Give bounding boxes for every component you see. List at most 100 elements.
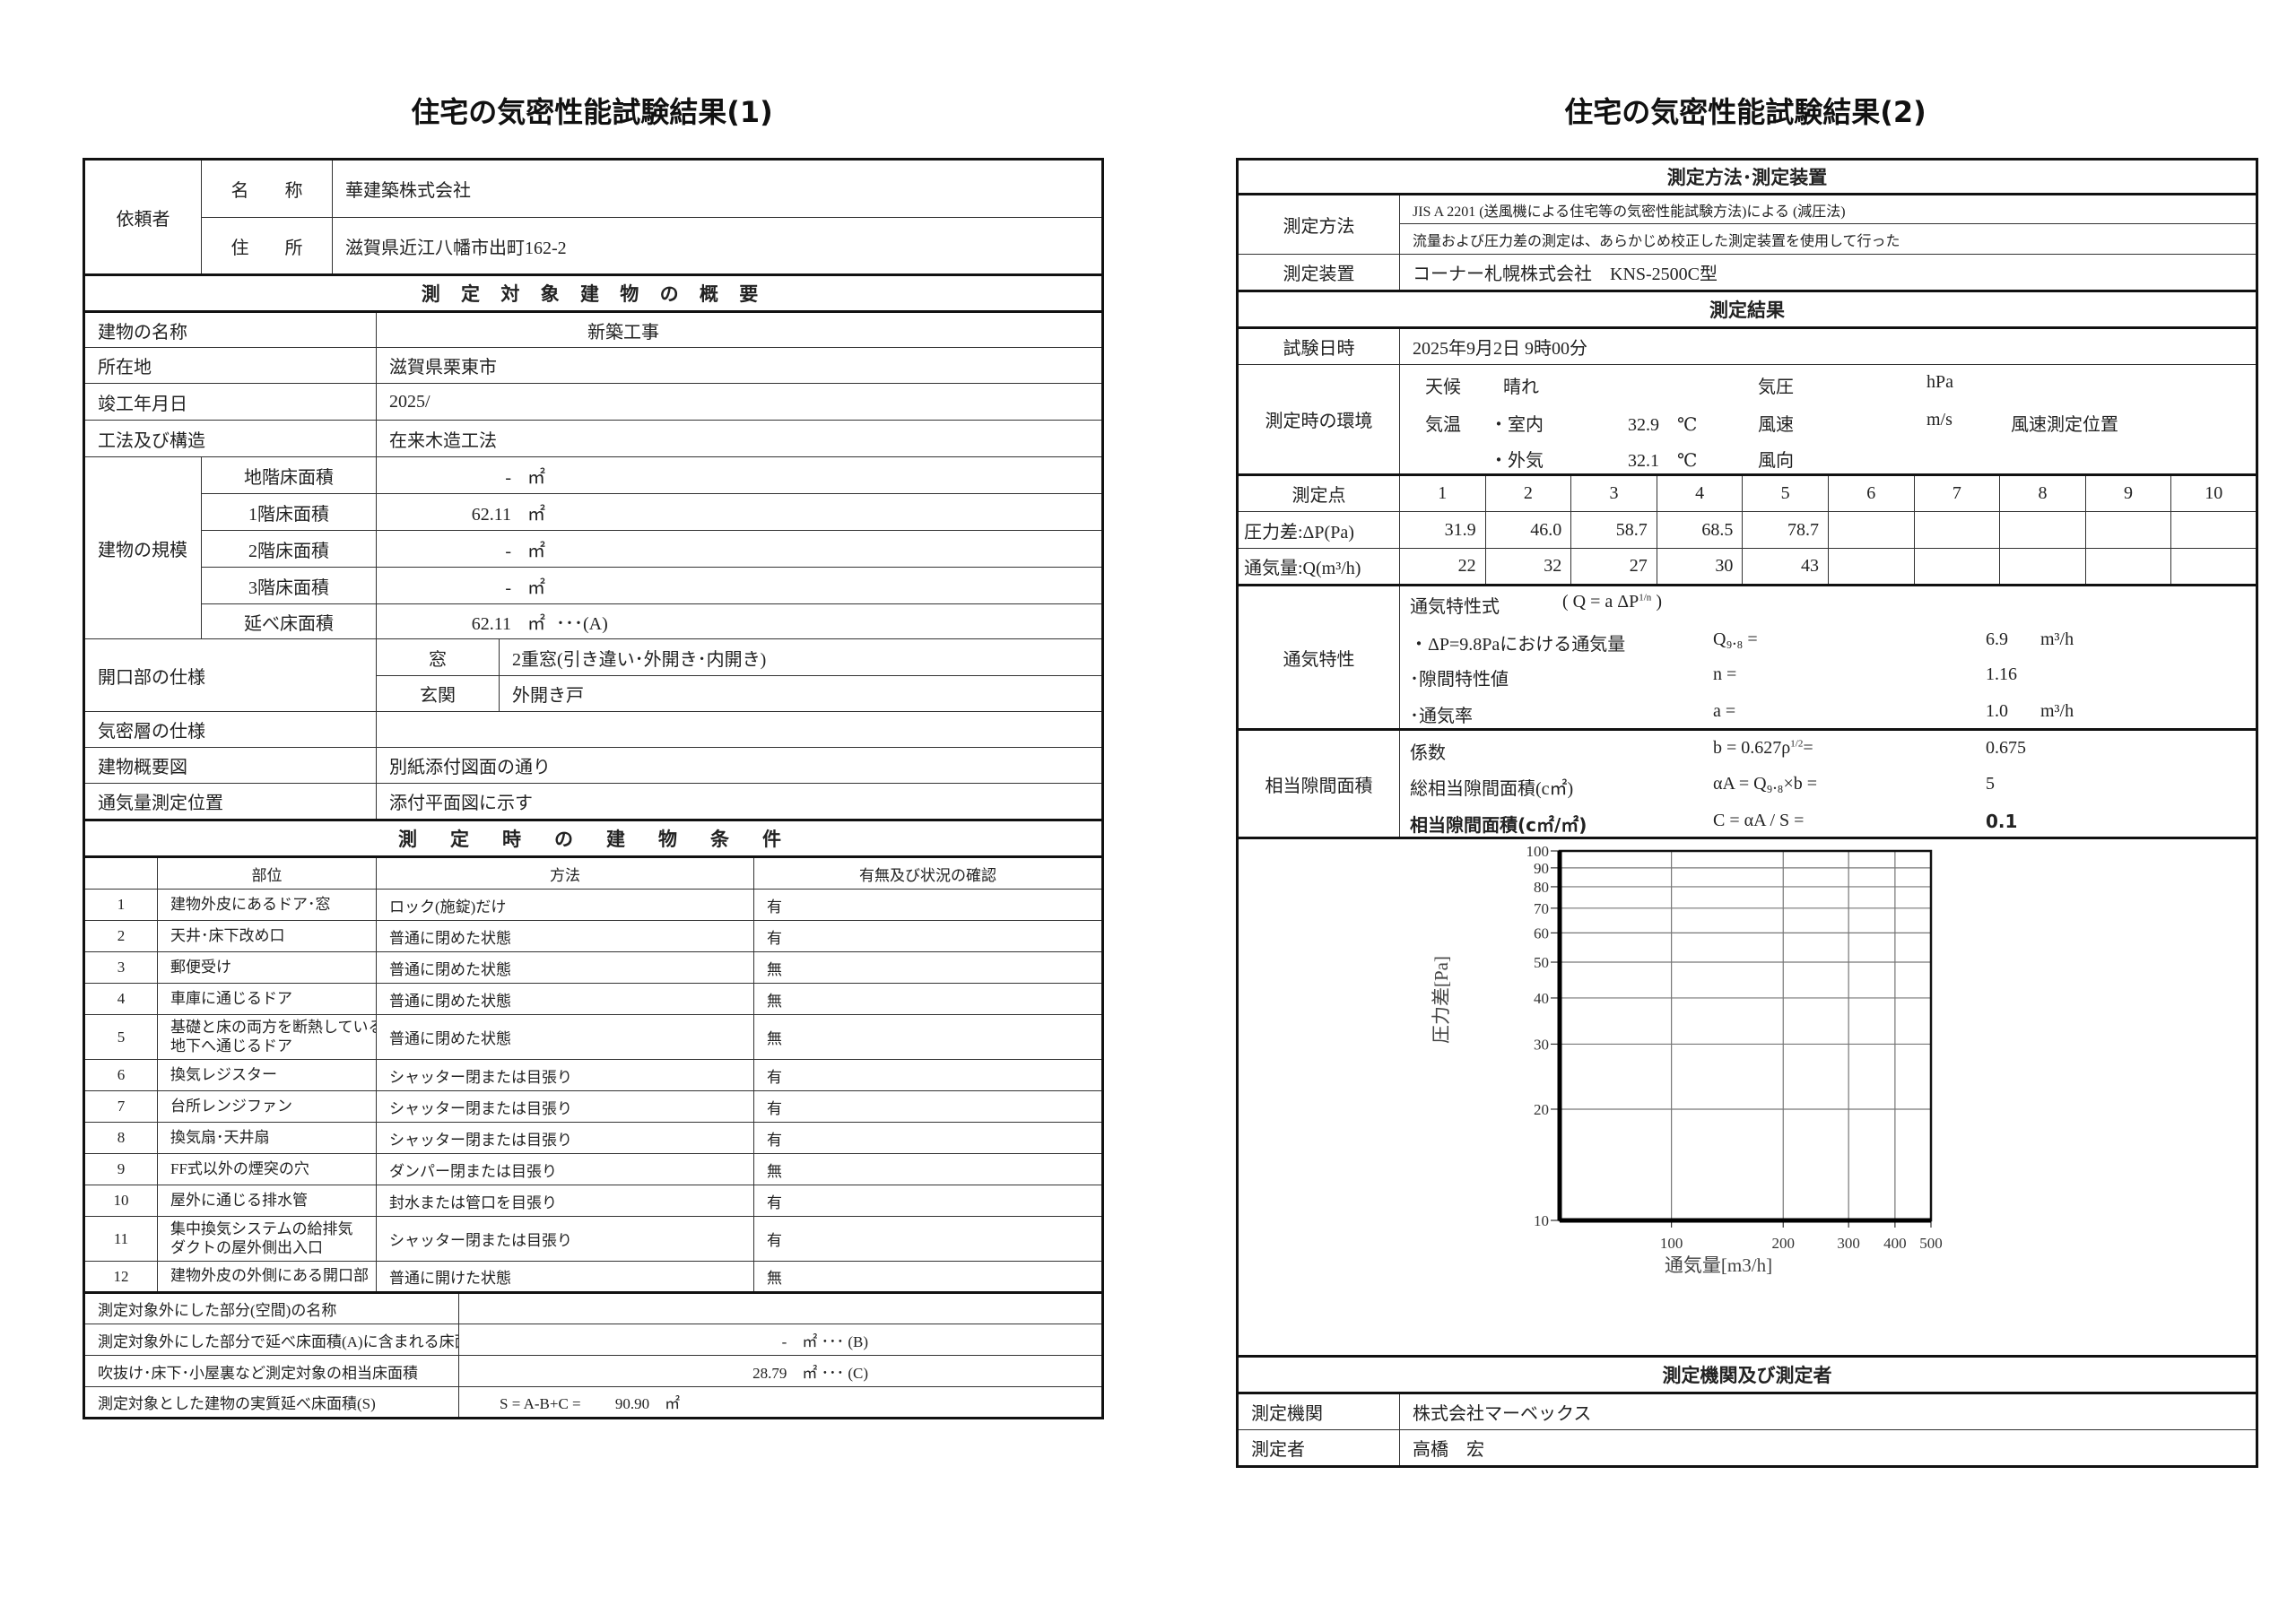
summary-label: 測定対象外にした部分(空間)の名称 <box>83 1291 459 1324</box>
q98-unit: m³/h <box>2040 629 2074 649</box>
overview-label: 工法及び構造 <box>83 420 377 457</box>
y-tick-label: 60 <box>1534 924 1549 942</box>
flow-value <box>2084 548 2172 586</box>
overview-value <box>376 711 1103 748</box>
condition-no: 2 <box>83 920 158 952</box>
y-tick-label: 50 <box>1534 954 1549 971</box>
indoor-temp: 32.9 ℃ <box>1628 415 1698 435</box>
gap-label: 相当隙間面積 <box>1237 728 1400 838</box>
condition-method: シャッター閉または目張り <box>376 1216 754 1262</box>
condition-no: 10 <box>83 1185 158 1217</box>
condition-part: 集中換気システムの給排気 ダクトの屋外側出入口 <box>157 1216 377 1262</box>
scale-item-label: 地階床面積 <box>201 456 377 494</box>
q98-value: 6.9 <box>1986 629 2008 649</box>
n-label: ･隙間特性値 <box>1410 670 1509 690</box>
condition-part-line: 換気レジスター <box>170 1065 277 1083</box>
overview-value: 滋賀県栗東市 <box>376 347 1103 384</box>
method-line: 流量および圧力差の測定は、あらかじめ校正した測定装置を使用して行った <box>1398 223 2258 255</box>
pressure-value <box>1999 511 2086 549</box>
pressure-value <box>2170 511 2258 549</box>
scale-item-label: 3階床面積 <box>201 567 377 604</box>
wind-speed-label: 風速 <box>1758 415 1794 435</box>
area-note: ･･･(A) <box>556 613 608 634</box>
point-number: 2 <box>1484 473 1572 512</box>
flow-value <box>1913 548 2001 586</box>
x-tick-label: 300 <box>1837 1235 1860 1252</box>
condition-part-line: 天井･床下改め口 <box>170 926 285 944</box>
point-number: 9 <box>2084 473 2172 512</box>
pressure-value: 68.5 <box>1656 511 1744 549</box>
condition-row: 12 建物外皮の外側にある開口部 普通に開けた状態無 <box>83 1261 1103 1293</box>
org-value: 株式会社マーベックス <box>1398 1393 2258 1430</box>
opening-value: 2重窓(引き違い･外開き･内開き) <box>499 638 1103 676</box>
overview-value: 新築工事 <box>376 311 1103 348</box>
x-axis-label: 通気量[m3/h] <box>1665 1254 1772 1276</box>
area-unit: ㎡ <box>527 577 545 598</box>
summary-value <box>458 1291 1103 1324</box>
coef-exponent: 1/2 <box>1790 738 1804 750</box>
scale-item-value: - ㎡ <box>376 456 1103 494</box>
points-row-label: 測定点 <box>1237 473 1400 512</box>
condition-row: 9 FF式以外の煙突の穴 ダンパー閉または目張り無 <box>83 1153 1103 1185</box>
area-value: - <box>505 541 511 561</box>
env-cell: 天候 晴れ 気圧 hPa 気温 ・室内 32.9 ℃ 風速 m/s 風速測定位置… <box>1398 364 2258 475</box>
gap-cell: 係数 b = 0.627ρ1/2= 0.675 総相当隙間面積(c㎡) αA =… <box>1398 728 2258 838</box>
a-unit: m³/h <box>2040 701 2074 721</box>
device-value: コーナー札幌株式会社 KNS-2500C型 <box>1398 254 2258 291</box>
scale-item-label: 延べ床面積 <box>201 603 377 639</box>
y-tick-label: 70 <box>1534 900 1549 917</box>
device-label: 測定装置 <box>1237 254 1400 291</box>
org-label: 測定機関 <box>1237 1393 1400 1430</box>
chart-cell: 10 20 30 40 50 60 70 80 90 100 100 200 300 400 500 通気量[… <box>1236 837 2258 1357</box>
conditions-col-part: 部位 <box>157 856 377 890</box>
condition-part-line: 建物外皮の外側にある開口部 <box>170 1267 369 1285</box>
condition-status: 無 <box>753 983 1103 1015</box>
condition-method: ダンパー閉または目張り <box>376 1153 754 1185</box>
condition-part-line: 屋外に通じる排水管 <box>170 1191 308 1209</box>
formula: ( Q = a ΔP1/n ) <box>1562 592 1662 612</box>
x-tick-label: 500 <box>1919 1235 1943 1252</box>
condition-no: 12 <box>83 1261 158 1293</box>
area-unit: ㎡ <box>527 613 545 634</box>
y-tick-label: 20 <box>1534 1101 1549 1118</box>
formula-label: 通気特性式 <box>1410 597 1500 617</box>
q98-label: ・ΔP=9.8Paにおける通気量 <box>1410 635 1626 655</box>
point-number: 10 <box>2170 473 2258 512</box>
summary-row: 測定対象外にした部分で延べ床面積(A)に含まれる床面積 - ㎡ ･･･ (B) <box>83 1324 1103 1356</box>
area-unit: ㎡ <box>527 467 545 488</box>
condition-no: 3 <box>83 951 158 984</box>
overview-value: 別紙添付図面の通り <box>376 747 1103 784</box>
overview-label: 所在地 <box>83 347 377 384</box>
area-unit: ㎡ <box>527 504 545 525</box>
conditions-no-header <box>83 856 158 890</box>
flow-value <box>2170 548 2258 586</box>
condition-row: 10 屋外に通じる排水管 封水または管口を目張り有 <box>83 1185 1103 1217</box>
y-tick-label: 90 <box>1534 860 1549 877</box>
pressure-value: 46.0 <box>1484 511 1572 549</box>
formula-exponent: 1/n <box>1639 592 1652 603</box>
a-label: ･通気率 <box>1410 707 1473 726</box>
right-page-title: 住宅の気密性能試験結果(2) <box>1564 95 1926 129</box>
condition-row: 6 換気レジスター シャッター閉または目張り有 <box>83 1059 1103 1091</box>
condition-part-line: 車庫に通じるドア <box>170 989 292 1007</box>
c-symbol: C = αA / S = <box>1713 811 1805 830</box>
n-value: 1.16 <box>1986 664 2017 684</box>
condition-part: 郵便受け <box>157 951 377 984</box>
overview-label: 気密層の仕様 <box>83 711 377 748</box>
airflow-label: 通気特性 <box>1237 584 1400 730</box>
condition-part: 建物外皮にあるドア･窓 <box>157 889 377 921</box>
condition-method: 普通に開けた状態 <box>376 1261 754 1293</box>
coef-value: 0.675 <box>1986 738 2026 758</box>
overview-value: 添付平面図に示す <box>376 783 1103 820</box>
wind-speed-unit: m/s <box>1926 410 1952 430</box>
scale-label: 建物の規模 <box>83 456 202 639</box>
condition-part: 台所レンジファン <box>157 1090 377 1123</box>
person-label: 測定者 <box>1237 1429 1400 1467</box>
conditions-header: 測 定 時 の 建 物 条 件 <box>83 819 1103 858</box>
overview-value: 在来木造工法 <box>376 420 1103 457</box>
overview-label: 竣工年月日 <box>83 383 377 421</box>
scale-row: 3階床面積 - ㎡ <box>84 567 1103 604</box>
overview-label: 通気量測定位置 <box>83 783 377 820</box>
scale-item-label: 1階床面積 <box>201 493 377 531</box>
